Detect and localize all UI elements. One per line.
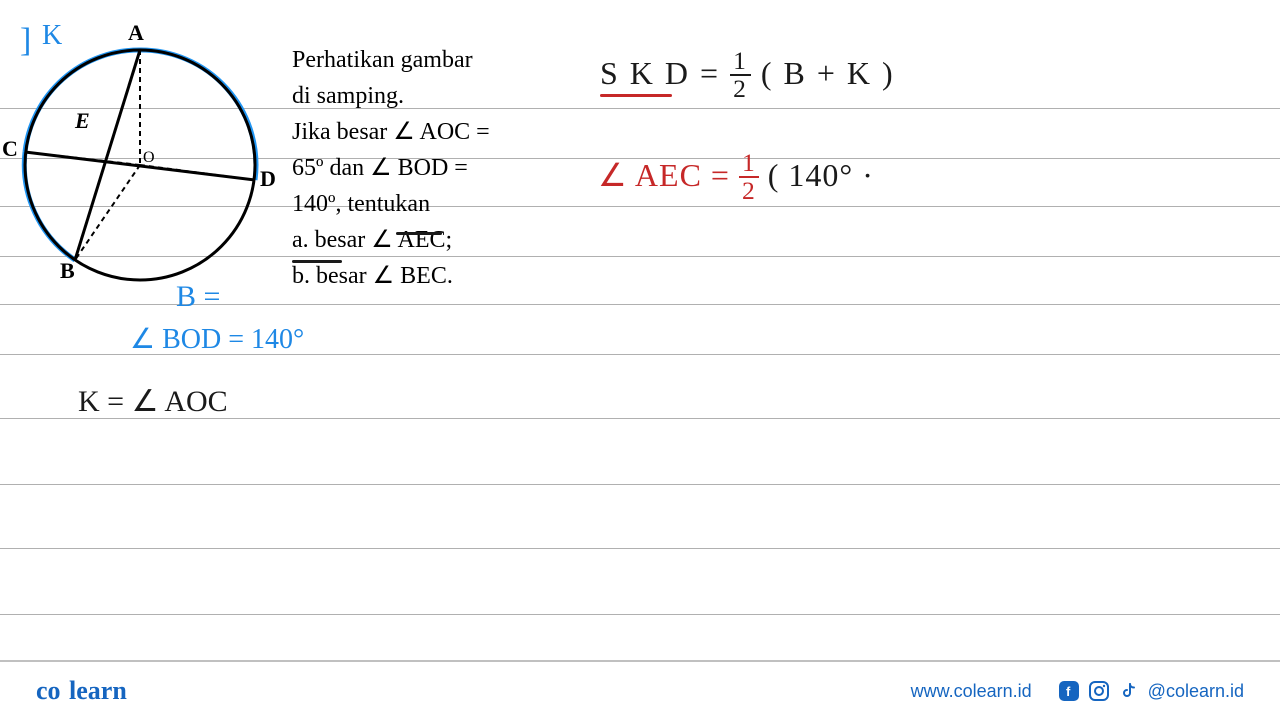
label-k: K	[42, 20, 62, 52]
social-icons: f @colearn.id	[1058, 680, 1244, 702]
ruled-line	[0, 614, 1280, 615]
facebook-icon: f	[1058, 680, 1080, 702]
txt: BEC.	[394, 263, 453, 289]
logo-learn: learn	[69, 676, 127, 705]
problem-item-b: b. besar ∠ BEC.	[292, 258, 572, 294]
angle-icon: ∠	[370, 155, 392, 181]
frac-num: 1	[739, 150, 759, 178]
hw-bod-eq: ∠ BOD = 140°	[130, 322, 304, 356]
txt: AEC;	[393, 227, 452, 253]
point-label-c: C	[2, 136, 18, 162]
logo-dot	[61, 676, 70, 705]
underline-140	[292, 260, 342, 263]
hw-aec: ∠ AEC = 1 2 ( 140° ·	[598, 152, 874, 205]
footer: co learn www.colearn.id f @colearn.id	[0, 660, 1280, 720]
underline-bod	[396, 232, 442, 235]
fraction-half: 1 2	[730, 48, 751, 101]
logo-co: co	[36, 676, 61, 705]
angle-icon: ∠	[373, 263, 395, 289]
point-label-e: E	[75, 108, 90, 134]
txt: 65º dan	[292, 155, 370, 181]
tiktok-icon	[1118, 680, 1140, 702]
brand-logo: co learn	[36, 676, 127, 706]
frac-den: 2	[739, 178, 759, 204]
fraction-half: 1 2	[739, 150, 759, 203]
txt: BOD =	[392, 155, 468, 181]
ruled-line	[0, 548, 1280, 549]
problem-line1: Perhatikan gambar	[292, 42, 572, 78]
svg-text:O: O	[143, 149, 155, 166]
problem-item-a: a. besar ∠ AEC;	[292, 222, 572, 258]
svg-text:f: f	[1066, 684, 1071, 699]
hw-k-eq: K = ∠ AOC	[78, 384, 228, 419]
angle-icon: ∠	[371, 227, 393, 253]
footer-handle: @colearn.id	[1148, 681, 1244, 702]
txt: AOC =	[415, 119, 490, 145]
hw-b-eq: B =	[176, 280, 220, 314]
page-canvas: O A B C D E K Perhatikan gambar di sampi…	[0, 0, 1280, 720]
txt: ∠ AEC =	[598, 157, 730, 193]
frac-den: 2	[730, 76, 751, 102]
frac-num: 1	[730, 48, 751, 76]
txt: S K D =	[600, 55, 720, 91]
problem-line4: 65º dan ∠ BOD =	[292, 150, 572, 186]
underline-skd	[600, 94, 672, 97]
point-label-b: B	[60, 258, 75, 284]
txt: b. besar	[292, 263, 373, 289]
problem-line5: 140º, tentukan	[292, 186, 572, 222]
txt: ( B + K )	[761, 55, 895, 91]
ruled-line	[0, 484, 1280, 485]
problem-text: Perhatikan gambar di samping. Jika besar…	[292, 42, 572, 294]
point-label-d: D	[260, 166, 276, 192]
problem-line2: di samping.	[292, 78, 572, 114]
txt: a. besar	[292, 227, 371, 253]
txt: Jika besar	[292, 119, 393, 145]
bracket-icon: ]	[20, 22, 31, 60]
point-label-a: A	[128, 20, 144, 46]
problem-line3: Jika besar ∠ AOC =	[292, 114, 572, 150]
txt: ( 140° ·	[768, 157, 874, 193]
footer-right: www.colearn.id f @colearn.id	[911, 680, 1244, 702]
angle-icon: ∠	[393, 119, 415, 145]
instagram-icon	[1088, 680, 1110, 702]
footer-url: www.colearn.id	[911, 681, 1032, 702]
